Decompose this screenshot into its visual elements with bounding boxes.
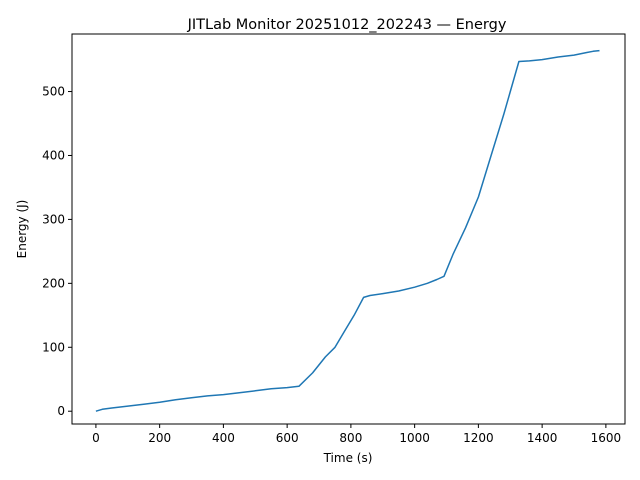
x-tick-label: 0 bbox=[92, 431, 100, 445]
x-tick-label: 1400 bbox=[527, 431, 558, 445]
x-axis-label: Time (s) bbox=[323, 451, 373, 465]
x-axis: 0 200 400 600 800 1000 1200 1400 1600 bbox=[92, 424, 621, 445]
y-axis-label: Energy (J) bbox=[15, 200, 29, 259]
y-tick-label: 200 bbox=[42, 276, 65, 290]
chart-title: JITLab Monitor 20251012_202243 — Energy bbox=[187, 17, 507, 33]
y-tick-label: 100 bbox=[42, 340, 65, 354]
x-tick-label: 1200 bbox=[463, 431, 494, 445]
y-tick-label: 0 bbox=[57, 404, 65, 418]
x-tick-label: 600 bbox=[276, 431, 299, 445]
plot-frame bbox=[71, 33, 626, 425]
x-tick-label: 1600 bbox=[591, 431, 622, 445]
y-axis: 0 100 200 300 400 500 bbox=[42, 85, 72, 418]
x-tick-label: 1000 bbox=[399, 431, 430, 445]
energy-series-line bbox=[95, 49, 600, 412]
x-tick-label: 200 bbox=[148, 431, 171, 445]
x-tick-label: 400 bbox=[212, 431, 235, 445]
y-tick-label: 400 bbox=[42, 148, 65, 162]
plot-area bbox=[95, 49, 600, 412]
y-tick-label: 300 bbox=[42, 212, 65, 226]
y-tick-label: 500 bbox=[42, 85, 65, 99]
x-tick-label: 800 bbox=[339, 431, 362, 445]
